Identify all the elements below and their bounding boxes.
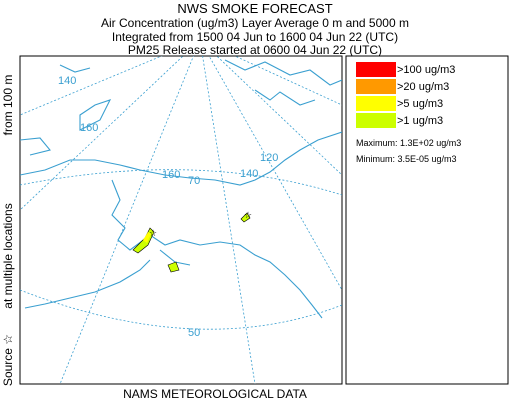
subtitle: Integrated from 1500 04 Jun to 1600 04 J…	[112, 30, 398, 44]
map-label: 160	[162, 169, 180, 181]
minimum: Minimum: 3.5E-05 ug/m3	[356, 154, 457, 164]
side-label-part: Source ☆	[1, 334, 15, 386]
maximum: Maximum: 1.3E+02 ug/m3	[356, 138, 461, 148]
side-label-part: at multiple locations	[1, 203, 15, 308]
map-label: 140	[240, 168, 258, 180]
legend-label: >100 ug/m3	[397, 64, 455, 76]
map-label: 160	[80, 122, 98, 134]
coastline	[20, 59, 342, 319]
map-label: 140	[58, 75, 76, 87]
legend-swatch	[356, 96, 396, 111]
legend-label: >20 ug/m3	[397, 81, 449, 93]
legend-label: >1 ug/m3	[397, 115, 443, 127]
plume: ☆ ☆	[132, 210, 252, 273]
map-label: 50	[188, 327, 200, 339]
legend-label: >5 ug/m3	[397, 98, 443, 110]
source-marker: ☆	[244, 210, 252, 220]
subtitle: Air Concentration (ug/m3) Layer Average …	[101, 16, 409, 30]
title: NWS SMOKE FORECAST	[177, 1, 332, 16]
map-label: 120	[260, 152, 278, 164]
map-label: 70	[188, 175, 200, 187]
side-label-part: from 100 m	[1, 75, 15, 136]
legend-panel: >100 ug/m3 >20 ug/m3 >5 ug/m3 >1 ug/m3 Maxi…	[345, 55, 509, 385]
source-marker: ☆	[149, 228, 157, 238]
subtitle: PM25 Release started at 0600 04 Jun 22 (…	[128, 43, 382, 57]
legend-swatch	[356, 113, 396, 128]
side-label: Source ☆ at multiple locations from 100 …	[1, 75, 15, 386]
footer: NAMS METEOROLOGICAL DATA	[123, 387, 307, 401]
legend-swatch	[356, 62, 396, 77]
legend-swatch	[356, 79, 396, 94]
